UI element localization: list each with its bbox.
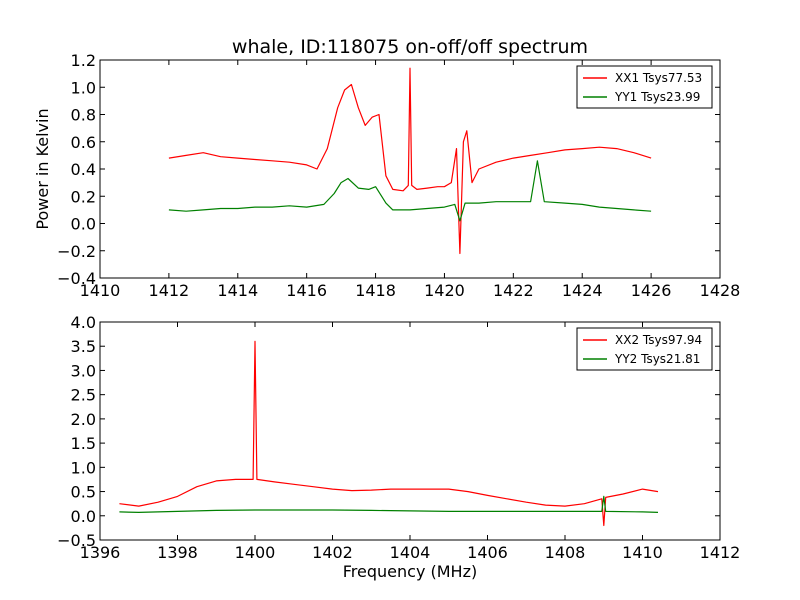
bottom-plot-legend: XX2 Tsys97.94 YY2 Tsys21.81 xyxy=(576,327,713,371)
bottom-plot-ytick-label: 4.0 xyxy=(71,313,96,332)
bottom-plot-series-1-line xyxy=(119,340,659,527)
top-plot-xtick-label: 1418 xyxy=(355,281,396,300)
top-plot-xtick-label: 1422 xyxy=(493,281,534,300)
top-plot-series-1-line xyxy=(168,67,652,255)
bottom-plot-legend-label-1: XX2 Tsys97.94 xyxy=(615,333,702,347)
bottom-plot-xtick-label: 1398 xyxy=(157,543,198,562)
bottom-plot-series-2-line xyxy=(119,495,659,514)
top-plot-ytick-label: 0.8 xyxy=(71,106,96,125)
top-plot-xtick-label: 1412 xyxy=(149,281,190,300)
bottom-plot-xtick-label: 1406 xyxy=(467,543,508,562)
bottom-plot-ytick-label: −0.5 xyxy=(57,531,96,550)
top-plot-ylabel: Power in Kelvin xyxy=(33,108,52,229)
top-plot-series-2-line xyxy=(168,160,652,222)
bottom-plot-xlabel: Frequency (MHz) xyxy=(343,562,477,581)
bottom-plot-ytick-label: 2.0 xyxy=(71,410,96,429)
top-plot-legend-label-2: YY1 Tsys23.99 xyxy=(614,90,700,104)
top-plot-ytick-label: −0.4 xyxy=(57,269,96,288)
top-plot-xtick-label: 1414 xyxy=(217,281,258,300)
top-plot-ytick-label: −0.2 xyxy=(57,242,96,261)
bottom-plot-ytick-label: 1.0 xyxy=(71,458,96,477)
bottom-plot-xtick-label: 1402 xyxy=(312,543,353,562)
bottom-plot-legend-label-2: YY2 Tsys21.81 xyxy=(614,352,700,366)
top-plot: Power in Kelvin 1410 1412 1414 1416 1418 1420… xyxy=(33,51,740,300)
top-plot-ytick-label: 0.0 xyxy=(71,215,96,234)
top-plot-xtick-label: 1426 xyxy=(631,281,672,300)
top-plot-ytick-label: 0.4 xyxy=(71,160,96,179)
top-plot-ytick-label: 1.2 xyxy=(71,51,96,70)
bottom-plot-ytick-label: 0.5 xyxy=(71,483,96,502)
bottom-plot-ytick-label: 0.0 xyxy=(71,507,96,526)
bottom-plot-ytick-label: 2.5 xyxy=(71,386,96,405)
bottom-plot-xtick-label: 1408 xyxy=(545,543,586,562)
bottom-plot-xtick-label: 1396 xyxy=(80,543,121,562)
top-plot-legend-box xyxy=(576,65,713,109)
bottom-plot: Frequency (MHz) 1396 1398 1400 1402 1404 1406… xyxy=(57,313,740,581)
top-plot-xtick-label: 1420 xyxy=(424,281,465,300)
top-plot-xtick-label: 1424 xyxy=(562,281,603,300)
top-plot-ytick-label: 0.2 xyxy=(71,187,96,206)
bottom-plot-xtick-label: 1412 xyxy=(700,543,741,562)
top-plot-ytick-label: 1.0 xyxy=(71,78,96,97)
bottom-plot-xtick-label: 1400 xyxy=(235,543,276,562)
top-plot-xtick-label: 1416 xyxy=(286,281,327,300)
top-plot-xtick-label: 1428 xyxy=(700,281,741,300)
top-plot-ytick-label: 0.6 xyxy=(71,133,96,152)
figure-title: whale, ID:118075 on-off/off spectrum xyxy=(232,36,588,58)
bottom-plot-ytick-label: 1.5 xyxy=(71,434,96,453)
top-plot-xtick-label: 1410 xyxy=(80,281,121,300)
top-plot-legend: XX1 Tsys77.53 YY1 Tsys23.99 xyxy=(576,65,713,109)
bottom-plot-legend-box xyxy=(576,327,713,371)
bottom-plot-xtick-label: 1404 xyxy=(390,543,431,562)
bottom-plot-xtick-label: 1410 xyxy=(622,543,663,562)
bottom-plot-ytick-label: 3.5 xyxy=(71,337,96,356)
bottom-plot-ytick-label: 3.0 xyxy=(71,361,96,380)
top-plot-legend-label-1: XX1 Tsys77.53 xyxy=(615,71,702,85)
